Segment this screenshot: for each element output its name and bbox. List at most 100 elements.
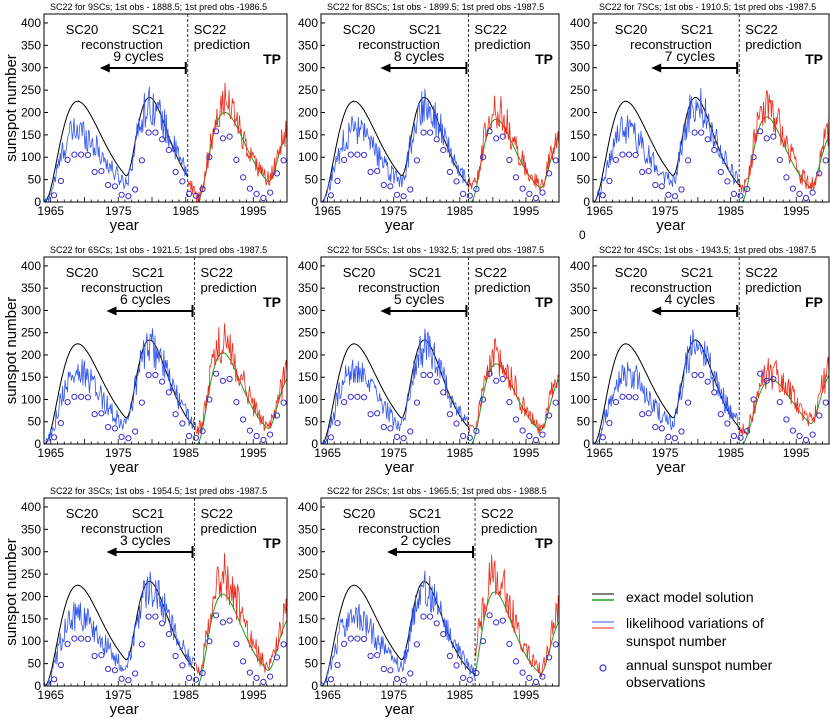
- observation-point: [526, 190, 533, 197]
- observation-point: [240, 416, 247, 423]
- observation-point: [546, 412, 553, 419]
- observation-point: [152, 371, 159, 379]
- x-tick-label: 1965: [586, 446, 613, 460]
- panel-title: SC22 for 4SCs; 1st obs - 1943.5; 1st pre…: [599, 245, 816, 255]
- observation-point: [789, 185, 797, 192]
- observation-point: [486, 128, 493, 135]
- observation-point: [526, 674, 533, 682]
- cycles-arrow-head: [387, 547, 398, 557]
- sc21-label: SC21: [132, 265, 165, 280]
- observation-point: [400, 677, 407, 684]
- observation-point: [691, 371, 698, 379]
- observation-point: [413, 641, 420, 648]
- observation-point: [354, 151, 361, 158]
- exact-model-curve: [44, 339, 195, 444]
- y-tick-label: 0: [34, 679, 41, 693]
- observation-point: [599, 192, 606, 199]
- legend-observations-label-2: observations: [626, 674, 705, 690]
- y-axis-label: sunspot number: [3, 297, 20, 405]
- observation-point: [78, 151, 85, 158]
- y-tick-label: 350: [21, 281, 41, 295]
- observation-point: [260, 436, 267, 444]
- observation-point: [374, 652, 381, 659]
- observation-point: [512, 658, 520, 665]
- y-tick-label: 400: [21, 16, 41, 30]
- observation-point: [51, 192, 58, 199]
- y-tick-label: 150: [21, 612, 41, 626]
- y-tick-label: 250: [570, 83, 590, 97]
- sc20-label: SC20: [615, 22, 648, 37]
- sc21-label: SC21: [409, 22, 442, 37]
- observation-point: [186, 190, 193, 197]
- y-tick-label: 350: [570, 281, 590, 295]
- observation-point: [172, 411, 179, 418]
- y-tick-label: 0: [583, 195, 590, 209]
- reconstruction-label: reconstruction: [81, 280, 163, 295]
- chart-panel-2: SC22 for 8SCs; 1st obs - 1899.5; 1st pre…: [298, 2, 560, 234]
- observation-point: [460, 190, 467, 197]
- observation-point: [427, 613, 434, 620]
- panel-title: SC22 for 5SCs; 1st obs - 1932.5; 1st pre…: [327, 245, 544, 255]
- x-axis-label: year: [110, 459, 139, 476]
- observation-point: [64, 640, 71, 648]
- observation-point: [493, 135, 500, 142]
- observation-point: [460, 674, 467, 682]
- x-tick-label: 1995: [513, 446, 540, 460]
- observation-point: [91, 411, 98, 418]
- observation-point: [219, 135, 226, 142]
- observation-point: [639, 411, 646, 418]
- x-tick-label: 1995: [240, 446, 267, 460]
- observation-point: [393, 675, 401, 682]
- y-tick-label: 300: [298, 61, 318, 75]
- prediction-model-curve: [194, 593, 287, 686]
- observation-point: [213, 612, 220, 619]
- observation-point: [105, 665, 112, 673]
- observation-point: [606, 177, 613, 185]
- observation-point: [152, 613, 159, 620]
- observation-point: [803, 194, 810, 202]
- sc21-label: SC21: [132, 506, 165, 521]
- x-tick-label: 1985: [172, 204, 199, 218]
- prediction-label: prediction: [481, 521, 537, 536]
- observation-point: [552, 641, 559, 648]
- observation-point: [57, 420, 65, 427]
- y-tick-label: 100: [21, 392, 41, 406]
- sc22-label: SC22: [194, 22, 227, 37]
- observation-point: [730, 190, 738, 197]
- observation-point: [546, 654, 553, 661]
- chart-panel-6: SC22 for 4SCs; 1st obs - 1943.5; 1st pre…: [570, 245, 830, 476]
- observation-point: [64, 399, 71, 406]
- observation-point: [71, 393, 78, 400]
- observation-point: [479, 154, 487, 161]
- y-tick-label: 100: [298, 150, 318, 164]
- observation-point: [273, 654, 280, 661]
- observation-point: [240, 658, 247, 665]
- observation-point: [334, 420, 341, 427]
- observation-point: [57, 661, 65, 669]
- y-tick-label: 350: [298, 522, 318, 536]
- observation-point: [678, 428, 685, 435]
- x-tick-label: 1975: [380, 688, 407, 702]
- x-tick-label: 1975: [105, 446, 132, 460]
- observation-point: [165, 389, 172, 396]
- y-tick-label: 200: [21, 105, 41, 119]
- observation-point: [606, 420, 613, 427]
- panel-title: SC22 for 6SCs; 1st obs - 1921.5; 1st pre…: [50, 245, 267, 255]
- observation-point: [226, 375, 233, 383]
- observation-point: [341, 156, 348, 163]
- y-tick-label: 150: [570, 370, 590, 384]
- plot-area: [44, 552, 287, 686]
- observation-point: [599, 434, 606, 441]
- y-tick-label: 400: [298, 259, 318, 273]
- observation-point: [219, 377, 226, 384]
- observation-point: [763, 377, 770, 384]
- panel-title: SC22 for 9SCs; 1st obs - 1888.5; 1st pre…: [50, 2, 267, 12]
- x-tick-label: 1965: [314, 446, 341, 460]
- observation-point: [519, 427, 526, 434]
- observation-point: [413, 399, 420, 406]
- cycles-arrow-head: [106, 547, 117, 557]
- observation-point: [473, 428, 480, 435]
- y-tick-label: 50: [577, 415, 591, 429]
- x-tick-label: 1985: [717, 204, 744, 218]
- y-tick-label: 250: [298, 567, 318, 581]
